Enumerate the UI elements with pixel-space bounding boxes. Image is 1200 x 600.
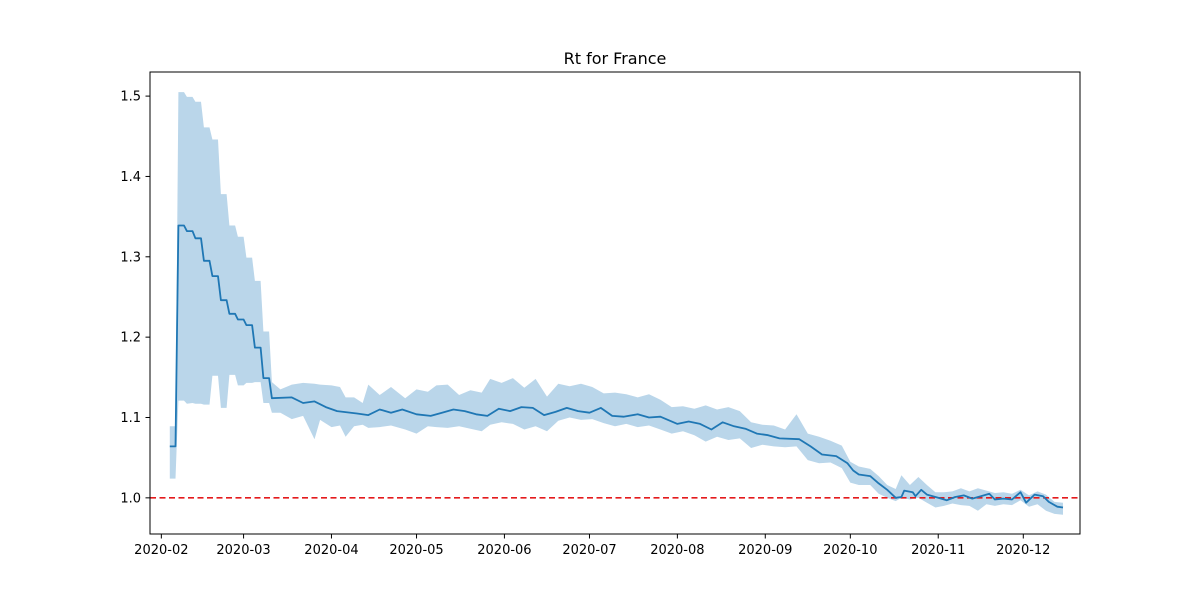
x-tick-label: 2020-08	[650, 543, 704, 558]
x-tick-label: 2020-12	[996, 543, 1050, 558]
chart-title: Rt for France	[564, 49, 667, 68]
y-tick-label: 1.1	[120, 411, 141, 426]
x-tick-label: 2020-04	[304, 543, 358, 558]
y-tick-label: 1.4	[120, 170, 141, 185]
x-tick-label: 2020-11	[911, 543, 965, 558]
y-tick-label: 1.5	[120, 90, 141, 105]
x-tick-label: 2020-03	[216, 543, 270, 558]
x-tick-label: 2020-10	[823, 543, 877, 558]
x-tick-label: 2020-07	[562, 543, 616, 558]
axis-ticks: 2020-02 2020-03 2020-04 2020-05 2020-06 2020-…	[120, 90, 1050, 558]
x-tick-label: 2020-09	[738, 543, 792, 558]
x-tick-label: 2020-02	[134, 543, 188, 558]
confidence-band	[169, 92, 1064, 515]
plot-frame	[149, 71, 1081, 535]
y-tick-label: 1.2	[120, 331, 141, 346]
x-tick-label: 2020-06	[477, 543, 531, 558]
plot-content	[150, 92, 1080, 515]
y-tick-label: 1.3	[120, 250, 141, 265]
rt-line	[169, 224, 1064, 509]
y-tick-label: 1.0	[120, 491, 141, 506]
x-tick-label: 2020-05	[389, 543, 443, 558]
